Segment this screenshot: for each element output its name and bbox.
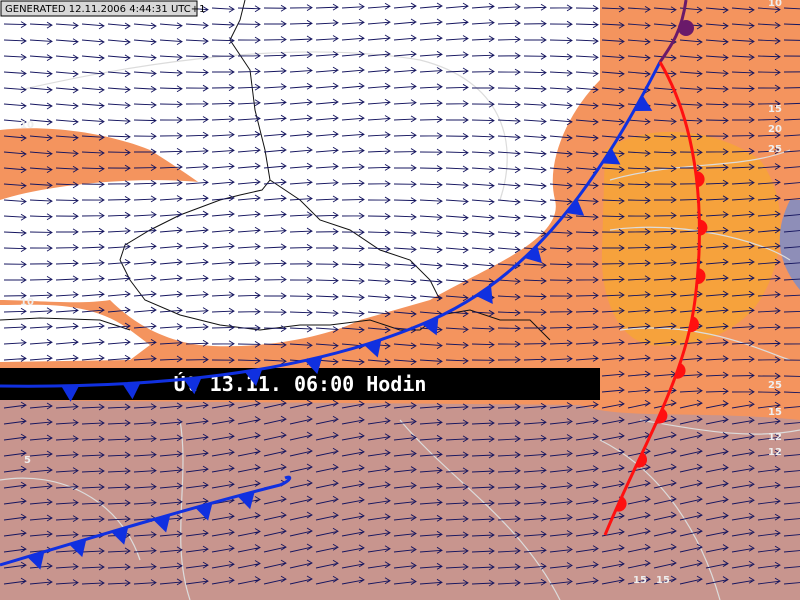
contour-label: 15 bbox=[768, 407, 782, 418]
front-semicircle bbox=[699, 219, 708, 236]
isoline bbox=[609, 226, 791, 261]
contour-label: 10 bbox=[20, 297, 34, 308]
border bbox=[269, 179, 441, 301]
front-triangle bbox=[61, 385, 80, 402]
front-triangle bbox=[304, 356, 323, 375]
front-triangle bbox=[183, 377, 202, 395]
border bbox=[0, 317, 131, 331]
cold-front bbox=[0, 475, 292, 567]
front-semicircle bbox=[689, 316, 699, 333]
front-triangle bbox=[195, 502, 213, 521]
front-triangle bbox=[476, 285, 493, 304]
contour-label: 25 bbox=[768, 144, 782, 155]
isoline bbox=[399, 419, 561, 600]
front-triangle bbox=[524, 245, 543, 264]
isoline bbox=[0, 477, 141, 561]
front-semicircle bbox=[695, 171, 705, 188]
front-triangle bbox=[111, 526, 129, 545]
isolines bbox=[0, 51, 800, 600]
front-triangle bbox=[364, 339, 382, 358]
generated-box bbox=[0, 0, 198, 17]
isoline bbox=[609, 149, 791, 181]
front-triangle bbox=[122, 382, 141, 400]
generated-label: GENERATED 12.11.2006 4:44:31 UTC+1 bbox=[5, 4, 206, 15]
contour-label: 15 bbox=[768, 104, 782, 115]
contour-label: 12 bbox=[768, 447, 782, 458]
front-triangle bbox=[244, 368, 263, 387]
front-triangle bbox=[421, 317, 439, 336]
isoline bbox=[179, 419, 191, 600]
occlusion-symbol bbox=[678, 20, 694, 36]
front-semicircle bbox=[635, 452, 648, 468]
cold-pool bbox=[779, 200, 800, 290]
front-triangle bbox=[633, 95, 653, 111]
cold-front bbox=[0, 61, 662, 388]
front-triangle bbox=[566, 198, 585, 216]
contour-label: 5 bbox=[24, 455, 31, 466]
contour-labels: 10 10 15 20 25 5 25 15 12 12 15 15 10 bbox=[20, 0, 782, 586]
front-triangle bbox=[237, 491, 255, 510]
occluded-front bbox=[658, 0, 688, 63]
cool-area bbox=[0, 304, 150, 362]
front-triangle bbox=[69, 539, 87, 558]
contour-label: 20 bbox=[768, 124, 782, 135]
contour-label: 25 bbox=[768, 380, 782, 391]
front-triangle bbox=[153, 514, 171, 533]
front-semicircle bbox=[615, 496, 627, 512]
contour-label: 10 bbox=[768, 0, 782, 9]
isoline bbox=[619, 327, 791, 361]
front-semicircle bbox=[696, 268, 706, 285]
contour-label: 15 bbox=[656, 575, 670, 586]
contour-label: 10 bbox=[20, 120, 34, 131]
cool-area bbox=[0, 0, 600, 347]
front-semicircle bbox=[656, 408, 668, 424]
front-triangle bbox=[27, 551, 45, 570]
isoline bbox=[19, 51, 508, 201]
contour-label: 12 bbox=[768, 432, 782, 443]
front-triangle bbox=[602, 148, 621, 165]
front-semicircle bbox=[674, 363, 686, 379]
contour-label: 15 bbox=[633, 575, 647, 586]
